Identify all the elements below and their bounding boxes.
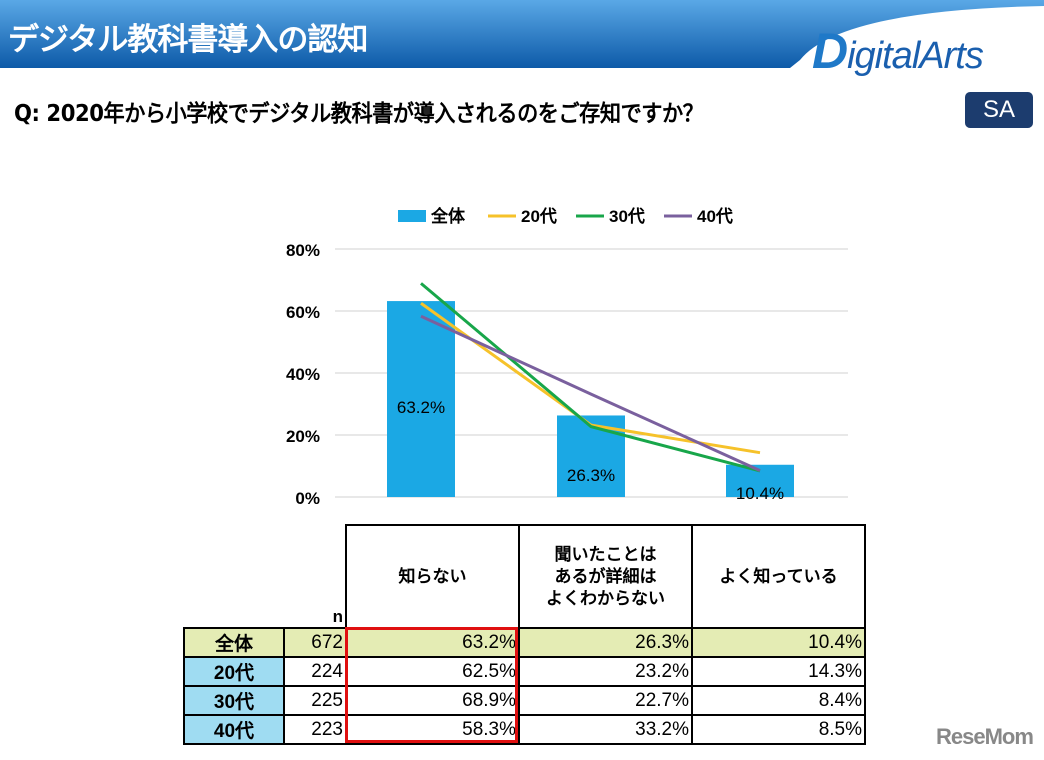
chart: 0% 20% 40% 60% 80% 63.2% 26.3% 10.4% 全体 20代 30代 40代 <box>286 206 848 508</box>
results-table: n 知らない 聞いたことは あるが詳細は よくわからない よく知っている 全体 6… <box>183 524 866 745</box>
y-tick-label: 40% <box>286 365 320 384</box>
pct-cell: 10.4% <box>691 627 866 658</box>
table-row: 全体 672 63.2% 26.3% 10.4% <box>183 627 866 658</box>
digitalarts-logo: DigitalArts <box>812 23 984 79</box>
data-label: 10.4% <box>736 484 784 503</box>
pct-cell: 62.5% <box>345 656 520 687</box>
y-tick-label: 80% <box>286 241 320 260</box>
bar <box>387 301 455 497</box>
y-tick-label: 20% <box>286 427 320 446</box>
question-text: Q: 2020年から小学校でデジタル教科書が導入されるのをご存知ですか？ <box>14 101 704 127</box>
legend-label: 40代 <box>697 206 733 226</box>
col-header: 知らない <box>345 524 520 629</box>
row-label: 全体 <box>183 627 285 658</box>
legend-swatch <box>398 210 426 222</box>
data-label: 26.3% <box>567 466 615 485</box>
line-series-30代 <box>420 282 761 473</box>
title-banner <box>0 0 1044 68</box>
y-tick-label: 60% <box>286 303 320 322</box>
row-label: 20代 <box>183 656 285 687</box>
legend-label: 30代 <box>609 206 645 226</box>
y-tick-label: 0% <box>295 489 320 508</box>
row-label: 40代 <box>183 714 285 745</box>
n-value: 672 <box>283 627 347 658</box>
row-label: 30代 <box>183 685 285 716</box>
pct-cell: 14.3% <box>691 656 866 687</box>
pct-cell: 8.5% <box>691 714 866 745</box>
pct-cell: 22.7% <box>518 685 693 716</box>
pct-cell: 58.3% <box>345 714 520 745</box>
col-header: 聞いたことは あるが詳細は よくわからない <box>518 524 693 629</box>
pct-cell: 63.2% <box>345 627 520 658</box>
blank-cell <box>184 525 284 628</box>
resemom-watermark: ReseMom <box>936 724 1034 749</box>
data-label: 63.2% <box>397 398 445 417</box>
pct-cell: 23.2% <box>518 656 693 687</box>
pct-cell: 68.9% <box>345 685 520 716</box>
pct-cell: 26.3% <box>518 627 693 658</box>
pct-cell: 33.2% <box>518 714 693 745</box>
n-value: 223 <box>283 714 347 745</box>
n-value: 225 <box>283 685 347 716</box>
n-header: n <box>284 525 347 628</box>
line-series-40代 <box>420 314 761 473</box>
table-row: 40代 223 58.3% 33.2% 8.5% <box>183 714 866 745</box>
pct-cell: 8.4% <box>691 685 866 716</box>
legend-label: 全体 <box>430 206 466 226</box>
col-header: よく知っている <box>691 524 866 629</box>
page-title: デジタル教科書導入の認知 <box>8 22 368 58</box>
table-row: 30代 225 68.9% 22.7% 8.4% <box>183 685 866 716</box>
highlight-box <box>345 627 518 743</box>
n-value: 224 <box>283 656 347 687</box>
legend-label: 20代 <box>521 206 557 226</box>
sa-badge: SA <box>965 92 1033 128</box>
table-row: 20代 224 62.5% 23.2% 14.3% <box>183 656 866 687</box>
